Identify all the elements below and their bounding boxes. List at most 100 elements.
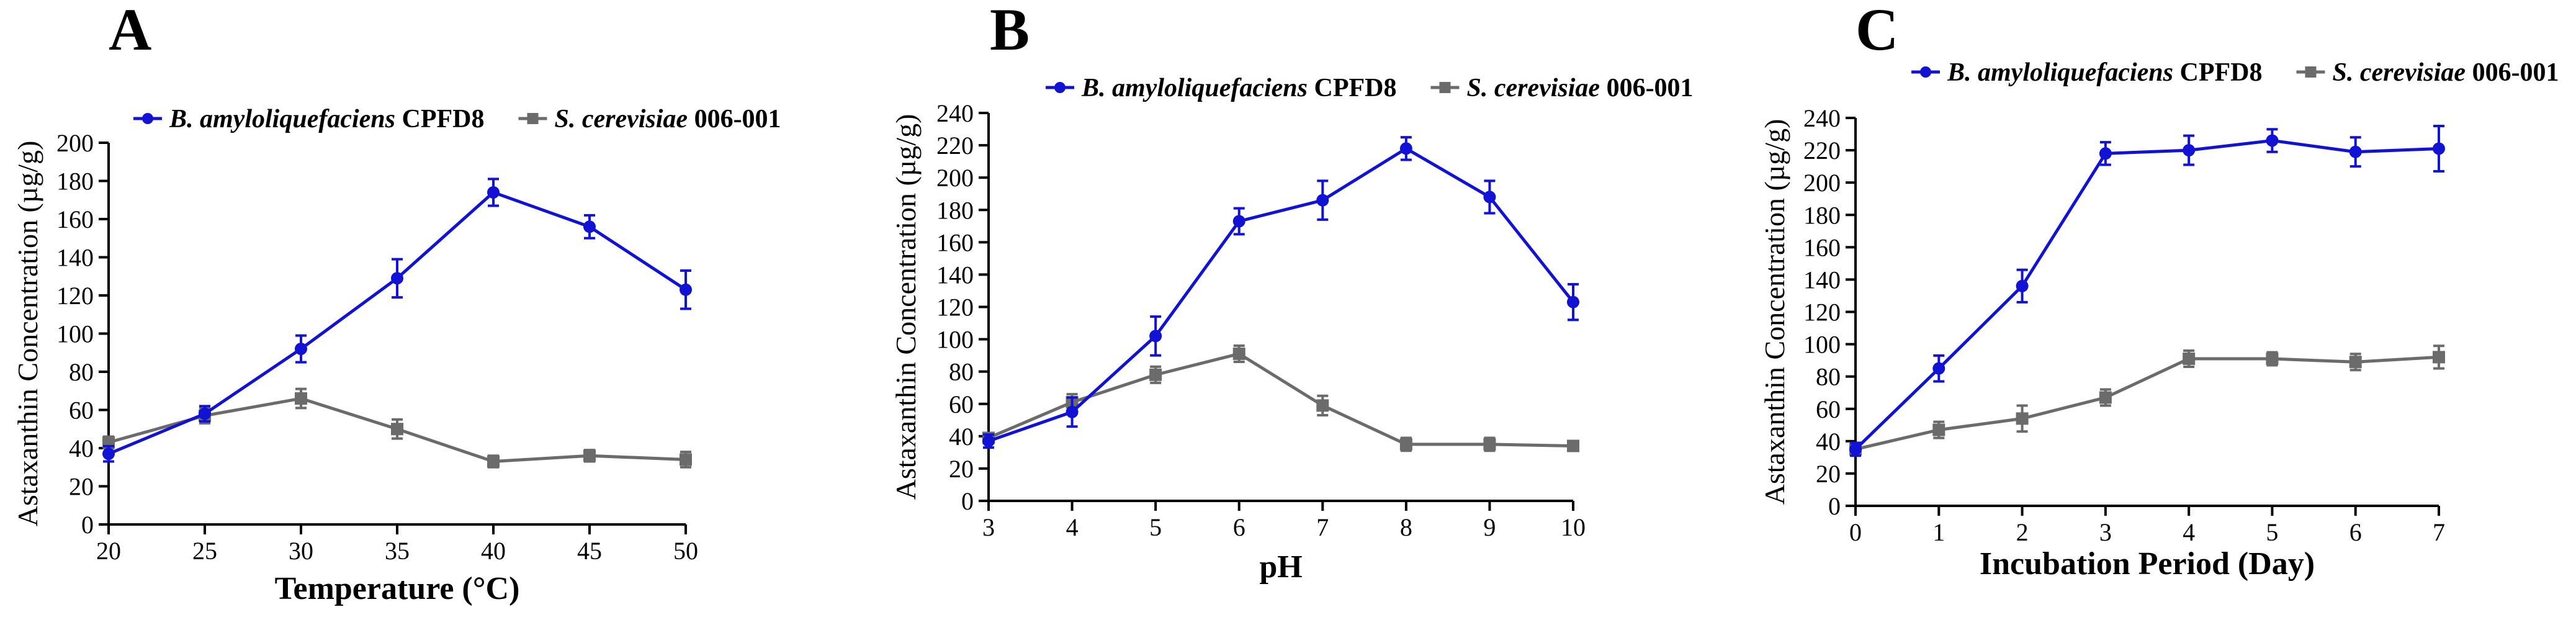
y-tick-label: 200 (1803, 169, 1841, 197)
data-point (583, 449, 596, 462)
x-tick-label: 5 (1149, 513, 1162, 541)
legend-item: B. amyloliquefaciens CPFD8 (1911, 58, 2262, 87)
y-axis-label: Astaxanthin Concentration (µg/g) (890, 114, 922, 500)
panel-letter: A (109, 0, 151, 63)
y-tick-label: 140 (56, 244, 94, 272)
data-point (1399, 142, 1412, 155)
data-point (2099, 147, 2112, 160)
x-tick-label: 6 (2349, 518, 2362, 546)
data-point (2183, 353, 2196, 366)
y-tick-label: 200 (936, 164, 974, 192)
data-point (1316, 194, 1329, 207)
data-point (2266, 134, 2279, 147)
x-tick-label: 3 (982, 513, 995, 541)
y-tick-label: 140 (1803, 266, 1841, 294)
y-tick-label: 180 (1803, 201, 1841, 229)
data-point (1849, 443, 1862, 456)
data-point (102, 447, 115, 461)
legend-label-plain: 006-001 (1600, 74, 1694, 102)
panel-a: A 0 20 40 60 80 100 120 140 160 180 200 20 25 30 35 40 45… (0, 0, 825, 625)
y-tick-label: 180 (56, 168, 94, 196)
legend-label-italic: S. cerevisiae (2332, 58, 2466, 87)
legend: B. amyloliquefaciens CPFD8 S. cerevisiae … (1046, 74, 1694, 102)
panel-b: B 0 20 40 60 80 100 120 140 160 180 200 220 240 3 4 5 6 7 8… (866, 0, 1735, 625)
series-b-amyloliquefaciens (102, 178, 692, 463)
data-point (199, 407, 211, 420)
y-tick-label: 60 (949, 390, 974, 418)
data-point (1399, 438, 1412, 451)
legend-label-italic: S. cerevisiae (554, 105, 688, 133)
x-tick-label: 2 (2016, 518, 2029, 546)
x-tick-label: 4 (1066, 513, 1079, 541)
legend: B. amyloliquefaciens CPFD8 S. cerevisiae … (1911, 58, 2559, 87)
x-tick-label: 35 (385, 537, 410, 565)
legend-item: S. cerevisiae 006-001 (1430, 74, 1694, 102)
y-tick-label: 80 (1816, 363, 1841, 391)
y-tick-label: 100 (936, 326, 974, 354)
x-tick-label: 0 (1849, 518, 1862, 546)
data-point (1932, 362, 1945, 375)
legend: B. amyloliquefaciens CPFD8 S. cerevisiae … (133, 105, 781, 133)
y-tick-label: 80 (949, 358, 974, 386)
legend-label-plain: CPFD8 (1308, 74, 1396, 102)
y-tick-label: 200 (56, 129, 94, 157)
legend-item: S. cerevisiae 006-001 (518, 105, 781, 133)
panel-letter: B (990, 0, 1030, 63)
legend-label: B. amyloliquefaciens CPFD8 (1947, 58, 2262, 87)
data-point (1932, 423, 1945, 436)
legend-label-plain: CPFD8 (2173, 58, 2262, 87)
legend-label: S. cerevisiae 006-001 (554, 105, 781, 133)
legend-marker (2305, 66, 2317, 78)
legend-label-plain: 006-001 (2466, 58, 2559, 87)
x-tick-label: 4 (2183, 518, 2195, 546)
y-tick-label: 60 (69, 397, 94, 425)
x-axis-label: Temperature (°C) (275, 571, 520, 606)
legend-label-italic: B. amyloliquefaciens (1947, 58, 2173, 87)
data-point (1567, 439, 1579, 452)
legend-label-plain: CPFD8 (395, 105, 484, 133)
legend-label: B. amyloliquefaciens CPFD8 (169, 105, 484, 133)
data-point (1066, 405, 1079, 418)
data-point (680, 453, 692, 466)
panel-c: C 0 20 40 60 80 100 120 140 160 180 200 220 240 0 1 2 3 4 5… (1731, 0, 2576, 625)
x-tick-label: 5 (2266, 518, 2278, 546)
data-point (1232, 215, 1245, 228)
y-tick-label: 0 (961, 487, 974, 515)
chart-b: B 0 20 40 60 80 100 120 140 160 180 200 220 240 3 4 5 6 7 8… (890, 0, 1694, 585)
y-tick-label: 60 (1816, 395, 1841, 423)
y-tick-label: 120 (56, 282, 94, 310)
x-tick-label: 10 (1561, 513, 1586, 541)
data-point (2099, 391, 2112, 404)
data-point (2266, 353, 2279, 366)
y-tick-label: 160 (56, 205, 94, 233)
series-line (108, 191, 687, 456)
x-tick-label: 30 (289, 537, 313, 565)
y-tick-label: 40 (1816, 428, 1841, 456)
y-tick-label: 240 (1803, 104, 1841, 132)
x-tick-label: 50 (673, 537, 698, 565)
x-tick-label: 25 (192, 537, 217, 565)
x-tick-label: 8 (1400, 513, 1412, 541)
x-tick-label: 40 (481, 537, 506, 565)
data-point (2016, 279, 2029, 292)
data-point (982, 434, 995, 447)
y-tick-label: 240 (936, 99, 974, 127)
y-tick-label: 120 (936, 294, 974, 321)
data-point (295, 392, 307, 405)
y-tick-label: 120 (1803, 299, 1841, 326)
legend-marker (1054, 82, 1066, 93)
y-tick-label: 160 (1803, 233, 1841, 261)
y-tick-label: 100 (1803, 331, 1841, 359)
x-tick-label: 45 (577, 537, 602, 565)
data-point (391, 272, 403, 285)
data-point (1316, 399, 1329, 412)
x-axis-label: Incubation Period (Day) (1980, 546, 2315, 582)
data-point (1567, 295, 1579, 308)
panel-letter: C (1856, 0, 1898, 63)
series-s-cerevisiae (102, 387, 692, 469)
y-tick-label: 220 (1803, 137, 1841, 164)
legend-marker (527, 113, 539, 124)
legend-marker (142, 113, 153, 124)
data-point (2349, 145, 2362, 158)
